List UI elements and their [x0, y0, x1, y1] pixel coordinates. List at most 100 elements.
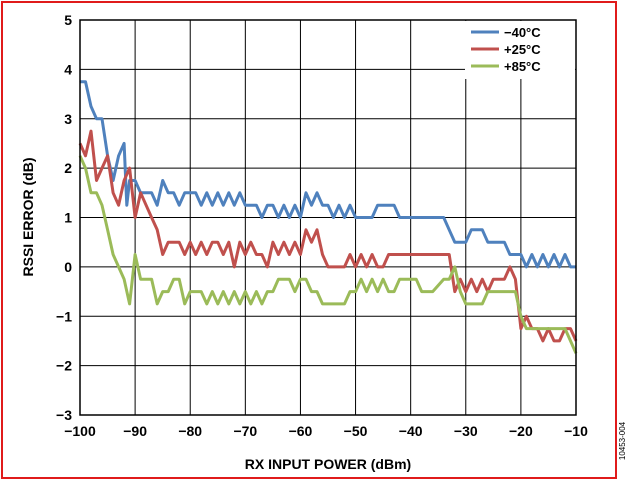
data-point: [228, 241, 230, 243]
x-tick-label: −30: [454, 423, 478, 439]
data-point: [173, 241, 175, 243]
data-point: [310, 291, 313, 293]
data-point: [200, 204, 202, 206]
data-point: [112, 192, 114, 194]
data-point: [222, 291, 224, 293]
data-point: [388, 291, 390, 293]
data-point: [454, 266, 456, 268]
data-point: [250, 204, 252, 206]
legend-label: −40°C: [504, 25, 541, 40]
data-point: [542, 253, 544, 256]
data-point: [294, 204, 296, 206]
x-tick-label: −20: [509, 423, 533, 439]
data-point: [399, 278, 401, 280]
data-point: [332, 303, 335, 305]
data-point: [377, 266, 379, 268]
data-point: [272, 291, 274, 293]
y-tick-label: −3: [56, 407, 72, 423]
x-tick-label: −40: [399, 423, 423, 439]
data-point: [514, 253, 517, 256]
data-point: [531, 328, 533, 330]
data-point: [393, 253, 395, 256]
x-tick-label: −70: [233, 423, 257, 439]
data-point: [476, 229, 478, 231]
data-point: [162, 179, 164, 182]
data-point: [305, 192, 307, 194]
data-point: [404, 278, 406, 280]
data-point: [244, 204, 246, 206]
data-point: [558, 266, 561, 268]
data-point: [126, 204, 128, 206]
data-point: [465, 291, 467, 293]
data-point: [360, 253, 362, 256]
data-point: [448, 253, 450, 256]
data-point: [145, 192, 147, 194]
data-point: [118, 155, 120, 157]
data-point: [481, 278, 483, 280]
data-point: [123, 142, 125, 144]
data-point: [355, 291, 357, 293]
data-point: [399, 253, 401, 256]
y-axis-tick-labels: −3 −2 −1 0 1 2 3 4 5: [56, 12, 72, 423]
data-point: [481, 229, 483, 231]
data-point: [145, 204, 147, 206]
data-point: [134, 253, 136, 256]
data-point: [415, 278, 417, 280]
data-point: [327, 204, 329, 206]
data-point: [283, 278, 285, 280]
data-point: [432, 216, 434, 219]
data-point: [206, 303, 208, 305]
data-point: [184, 303, 186, 305]
data-point: [189, 192, 191, 194]
data-point: [101, 204, 103, 206]
data-point: [564, 328, 566, 330]
data-point: [343, 303, 346, 305]
data-point: [283, 241, 285, 243]
data-point: [553, 328, 555, 330]
data-point: [178, 278, 180, 280]
data-point: [316, 291, 318, 293]
data-point: [321, 303, 324, 305]
data-point: [525, 328, 528, 330]
x-tick-label: −100: [64, 423, 96, 439]
data-point: [134, 179, 136, 182]
data-point: [487, 241, 489, 243]
data-point: [277, 216, 279, 219]
data-point: [432, 291, 434, 293]
data-point: [366, 216, 368, 219]
data-point: [101, 118, 103, 120]
data-point: [299, 278, 301, 280]
data-point: [310, 241, 313, 243]
data-point: [470, 229, 472, 231]
data-point: [327, 266, 329, 268]
data-point: [338, 303, 340, 305]
data-point: [310, 204, 313, 206]
data-point: [343, 266, 346, 268]
data-point: [239, 241, 241, 243]
data-point: [299, 253, 301, 256]
data-point: [255, 291, 257, 293]
data-point: [239, 303, 241, 305]
data-point: [443, 253, 445, 256]
data-point: [503, 278, 505, 280]
data-point: [294, 241, 296, 243]
data-point: [118, 204, 120, 206]
data-point: [459, 241, 461, 243]
data-point: [481, 303, 483, 305]
data-point: [509, 291, 511, 293]
data-point: [239, 192, 241, 194]
data-point: [454, 291, 456, 293]
data-point: [382, 278, 384, 280]
series-line: [78, 155, 578, 354]
y-tick-label: 5: [64, 12, 72, 28]
data-point: [382, 266, 384, 268]
data-point: [107, 155, 109, 157]
data-point: [421, 253, 423, 256]
data-point: [95, 192, 98, 194]
data-point: [95, 179, 98, 182]
data-point: [156, 204, 158, 206]
data-point: [421, 216, 423, 219]
data-point: [266, 291, 268, 293]
data-point: [531, 253, 533, 256]
data-point: [233, 204, 235, 206]
